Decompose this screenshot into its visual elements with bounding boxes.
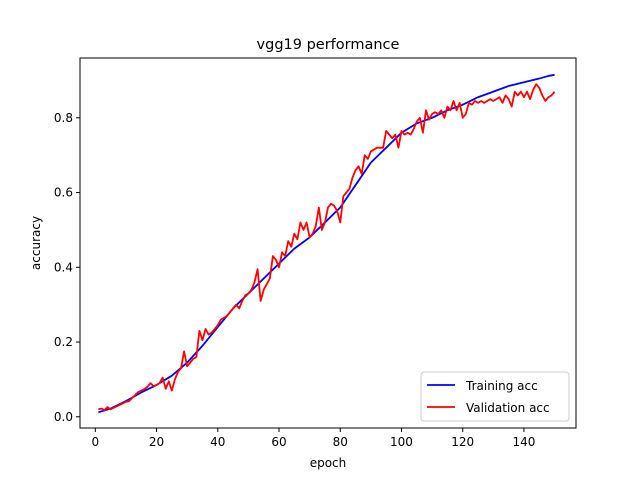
series-line-validation-acc bbox=[98, 83, 556, 411]
legend-label-validation: Validation acc bbox=[466, 401, 550, 415]
legend-label-training: Training acc bbox=[465, 379, 538, 393]
x-tick-label: 80 bbox=[333, 435, 348, 449]
x-tick-label: 120 bbox=[451, 435, 474, 449]
legend-box bbox=[420, 371, 570, 422]
x-tick-label: 0 bbox=[91, 435, 99, 449]
x-tick-label: 100 bbox=[390, 435, 413, 449]
y-tick-label: 0.4 bbox=[54, 260, 73, 274]
plot-lines bbox=[98, 73, 556, 414]
x-tick-label: 140 bbox=[512, 435, 535, 449]
legend: Training acc Validation acc bbox=[420, 371, 570, 422]
chart-title: vgg19 performance bbox=[257, 37, 400, 53]
series-line-training-acc bbox=[98, 73, 555, 414]
y-tick-label: 0.6 bbox=[54, 186, 73, 200]
plot-frame bbox=[79, 57, 577, 429]
y-tick-label: 0.8 bbox=[54, 111, 73, 125]
x-tick-label: 20 bbox=[149, 435, 164, 449]
y-tick-label: 0.2 bbox=[54, 335, 73, 349]
y-axis: 0.0 0.2 0.4 0.6 0.8 bbox=[54, 111, 80, 424]
x-axis-label: epoch bbox=[310, 456, 347, 470]
x-tick-label: 60 bbox=[271, 435, 286, 449]
x-axis: 0 20 40 60 80 100 120 140 bbox=[91, 428, 535, 449]
y-tick-label: 0.0 bbox=[54, 410, 73, 424]
y-axis-label: accuracy bbox=[29, 216, 43, 270]
x-tick-label: 40 bbox=[210, 435, 225, 449]
